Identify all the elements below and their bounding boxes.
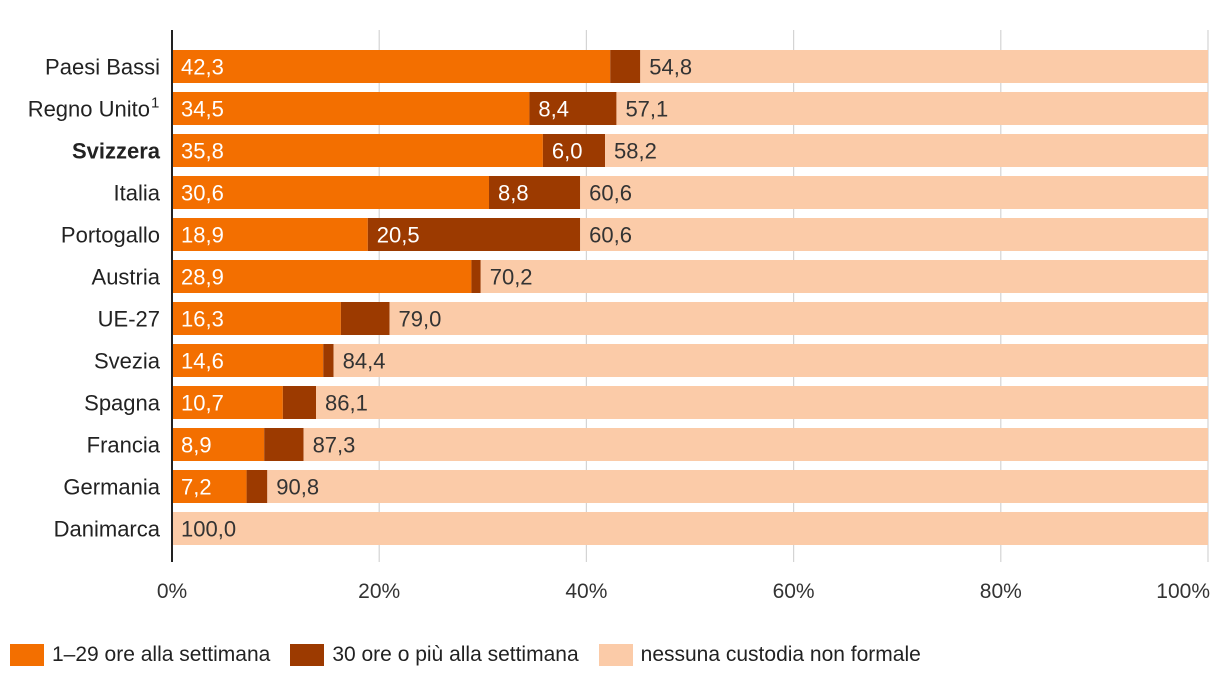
bar-italia-series-2 (489, 176, 581, 209)
data-label-italia-series-1: 30,6 (181, 181, 224, 206)
data-label-regno-unito-series-2: 8,4 (538, 97, 569, 122)
data-label-italia-series-3: 60,6 (589, 181, 632, 206)
data-label-paesi-bassi-series-1: 42,3 (181, 55, 224, 80)
bar-ue-27-series-3 (389, 302, 1208, 335)
x-tick-label-100: 100% (1156, 580, 1210, 603)
bar-austria-series-1 (172, 260, 472, 293)
category-label-ue-27: UE-27 (98, 307, 160, 332)
data-label-spagna-series-3: 86,1 (325, 391, 368, 416)
bar-ue-27-series-2 (340, 302, 390, 335)
data-label-svizzera-series-2: 6,0 (552, 139, 583, 164)
legend-item-nessuna-custodia: nessuna custodia non formale (598, 643, 921, 667)
bar-danimarca-series-3 (172, 512, 1208, 545)
data-label-ue-27-series-3: 79,0 (399, 307, 442, 332)
bars: 42,3 54,8 34,5 8,4 57,1 35,8 6,0 58,2 30,6 8,8 60,… (172, 50, 1209, 545)
bar-svezia-series-3 (333, 344, 1209, 377)
category-label-regno-unito: Regno Unito (28, 97, 150, 122)
bar-austria-series-3 (480, 260, 1208, 293)
category-label-portogallo: Portogallo (61, 223, 160, 248)
bar-italia-series-3 (580, 176, 1208, 209)
bar-germania-series-3 (267, 470, 1208, 503)
x-tick-label-60: 60% (773, 580, 815, 603)
bar-germania-series-1 (172, 470, 247, 503)
data-label-portogallo-series-2: 20,5 (377, 223, 420, 248)
legend-item-30-ore-o-piu: 30 ore o più alla settimana (290, 643, 579, 667)
data-label-svezia-series-1: 14,6 (181, 349, 224, 374)
legend-swatch-30-ore-o-piu (290, 644, 325, 666)
data-label-italia-series-2: 8,8 (498, 181, 529, 206)
bar-spagna-series-2 (282, 386, 317, 419)
bar-svizzera-series-1 (172, 134, 543, 167)
bar-portogallo-series-1 (172, 218, 368, 251)
category-label-italia: Italia (114, 181, 161, 206)
data-label-germania-series-3: 90,8 (276, 475, 319, 500)
category-label-spagna: Spagna (84, 391, 161, 416)
bar-svezia-series-2 (323, 344, 334, 377)
data-label-paesi-bassi-series-3: 54,8 (649, 55, 692, 80)
category-label-paesi-bassi: Paesi Bassi (45, 55, 160, 80)
data-label-danimarca-series-3: 100,0 (181, 517, 236, 542)
legend-swatch-nessuna-custodia (598, 644, 633, 666)
category-label-germania: Germania (63, 475, 160, 500)
bar-spagna-series-3 (316, 386, 1208, 419)
legend-label-1-29-ore: 1–29 ore alla settimana (52, 643, 271, 666)
bar-austria-series-2 (471, 260, 481, 293)
category-footnote-regno-unito: 1 (151, 95, 159, 112)
bar-portogallo-series-2 (367, 218, 581, 251)
category-labels: Paesi Bassi Regno Unito 1 Svizzera Italia Por… (28, 55, 161, 542)
bar-svizzera-series-3 (605, 134, 1208, 167)
bar-svezia-series-1 (172, 344, 324, 377)
bar-svizzera-series-2 (542, 134, 606, 167)
data-label-germania-series-1: 7,2 (181, 475, 212, 500)
bar-francia-series-2 (264, 428, 304, 461)
x-tick-labels: 0% 20% 40% 60% 80% 100% (157, 580, 1210, 603)
data-label-francia-series-3: 87,3 (313, 433, 356, 458)
legend-label-30-ore-o-piu: 30 ore o più alla settimana (332, 643, 579, 666)
legend-item-1-29-ore: 1–29 ore alla settimana (10, 643, 270, 667)
data-label-francia-series-1: 8,9 (181, 433, 212, 458)
category-label-svezia: Svezia (94, 349, 161, 374)
data-label-ue-27-series-1: 16,3 (181, 307, 224, 332)
bar-francia-series-1 (172, 428, 265, 461)
data-label-regno-unito-series-1: 34,5 (181, 97, 224, 122)
x-tick-label-80: 80% (980, 580, 1022, 603)
bar-paesi-bassi-series-1 (172, 50, 611, 83)
data-label-spagna-series-1: 10,7 (181, 391, 224, 416)
bar-paesi-bassi-series-2 (610, 50, 641, 83)
bar-ue-27-series-1 (172, 302, 341, 335)
bar-regno-unito-series-2 (529, 92, 617, 125)
legend-label-nessuna-custodia: nessuna custodia non formale (640, 643, 921, 666)
stacked-bar-chart: 42,3 54,8 34,5 8,4 57,1 35,8 6,0 58,2 30,6 8,8 60,… (28, 30, 1210, 603)
x-tick-label-20: 20% (358, 580, 400, 603)
category-label-svizzera: Svizzera (72, 139, 161, 164)
x-tick-label-40: 40% (565, 580, 607, 603)
data-label-svizzera-series-3: 58,2 (614, 139, 657, 164)
data-label-regno-unito-series-3: 57,1 (625, 97, 668, 122)
bar-italia-series-1 (172, 176, 490, 209)
data-label-portogallo-series-3: 60,6 (589, 223, 632, 248)
data-label-portogallo-series-1: 18,9 (181, 223, 224, 248)
data-label-svezia-series-3: 84,4 (343, 349, 386, 374)
bar-regno-unito-series-1 (172, 92, 530, 125)
bar-portogallo-series-3 (580, 218, 1208, 251)
category-label-austria: Austria (92, 265, 161, 290)
bar-germania-series-2 (246, 470, 268, 503)
bar-paesi-bassi-series-3 (640, 50, 1208, 83)
x-tick-label-0: 0% (157, 580, 187, 603)
bar-francia-series-3 (303, 428, 1208, 461)
data-label-austria-series-1: 28,9 (181, 265, 224, 290)
data-label-austria-series-3: 70,2 (490, 265, 533, 290)
legend: 1–29 ore alla settimana 30 ore o più all… (10, 640, 941, 670)
legend-swatch-1-29-ore (10, 644, 44, 666)
data-label-svizzera-series-1: 35,8 (181, 139, 224, 164)
bar-regno-unito-series-3 (616, 92, 1208, 125)
category-label-danimarca: Danimarca (54, 517, 161, 542)
category-label-francia: Francia (87, 433, 161, 458)
bar-spagna-series-1 (172, 386, 283, 419)
